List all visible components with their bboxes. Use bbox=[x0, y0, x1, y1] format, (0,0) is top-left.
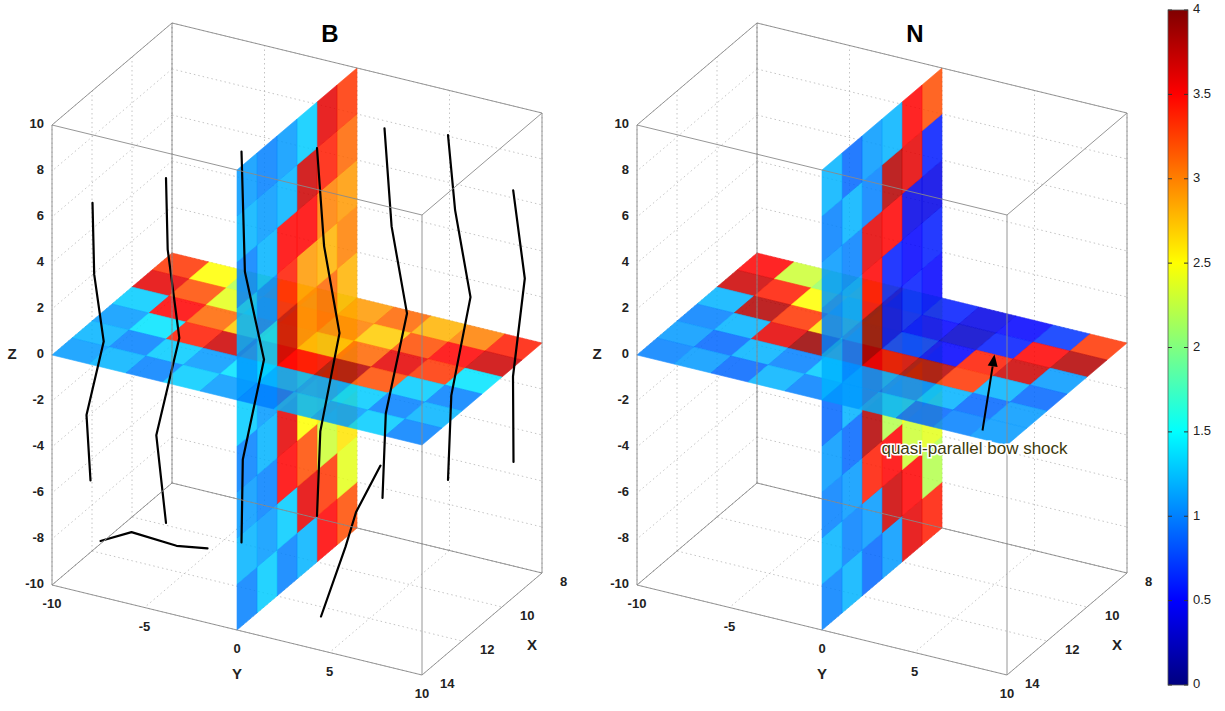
svg-text:-4: -4 bbox=[617, 438, 629, 453]
svg-text:-8: -8 bbox=[617, 530, 629, 545]
svg-text:2: 2 bbox=[622, 300, 629, 315]
svg-text:4: 4 bbox=[622, 254, 630, 269]
svg-text:12: 12 bbox=[480, 642, 494, 657]
svg-text:14: 14 bbox=[440, 676, 455, 691]
svg-text:10: 10 bbox=[1105, 608, 1119, 623]
svg-text:0: 0 bbox=[37, 346, 44, 361]
svg-text:X: X bbox=[1112, 636, 1122, 653]
svg-text:10: 10 bbox=[1000, 686, 1014, 701]
svg-text:4: 4 bbox=[37, 254, 45, 269]
svg-text:10: 10 bbox=[520, 608, 534, 623]
svg-text:Y: Y bbox=[232, 665, 242, 682]
svg-text:0: 0 bbox=[1193, 676, 1200, 691]
svg-text:2.5: 2.5 bbox=[1193, 255, 1211, 270]
svg-text:0: 0 bbox=[622, 346, 629, 361]
svg-text:10: 10 bbox=[30, 116, 44, 131]
svg-text:3: 3 bbox=[1193, 170, 1200, 185]
svg-text:8: 8 bbox=[560, 574, 567, 589]
svg-text:B: B bbox=[321, 20, 338, 47]
svg-text:8: 8 bbox=[622, 162, 629, 177]
svg-text:-6: -6 bbox=[617, 484, 629, 499]
svg-text:12: 12 bbox=[1065, 642, 1079, 657]
svg-text:-5: -5 bbox=[724, 619, 736, 634]
svg-text:5: 5 bbox=[326, 664, 333, 679]
svg-text:1.5: 1.5 bbox=[1193, 423, 1211, 438]
svg-text:-5: -5 bbox=[139, 619, 151, 634]
svg-text:-10: -10 bbox=[628, 596, 647, 611]
svg-text:8: 8 bbox=[37, 162, 44, 177]
svg-text:0: 0 bbox=[233, 641, 240, 656]
svg-text:6: 6 bbox=[622, 208, 629, 223]
svg-text:5: 5 bbox=[911, 664, 918, 679]
svg-text:Y: Y bbox=[817, 665, 827, 682]
svg-text:6: 6 bbox=[37, 208, 44, 223]
svg-text:-2: -2 bbox=[617, 392, 629, 407]
svg-text:-10: -10 bbox=[610, 576, 629, 591]
svg-text:X: X bbox=[527, 636, 537, 653]
svg-text:-4: -4 bbox=[32, 438, 44, 453]
svg-text:1: 1 bbox=[1193, 508, 1200, 523]
svg-text:-10: -10 bbox=[25, 576, 44, 591]
svg-text:3.5: 3.5 bbox=[1193, 86, 1211, 101]
svg-text:2: 2 bbox=[1193, 339, 1200, 354]
svg-text:Z: Z bbox=[592, 345, 601, 362]
svg-text:N: N bbox=[906, 20, 923, 47]
svg-text:2: 2 bbox=[37, 300, 44, 315]
svg-text:10: 10 bbox=[415, 686, 429, 701]
svg-text:-10: -10 bbox=[43, 596, 62, 611]
svg-text:quasi-parallel bow shock: quasi-parallel bow shock bbox=[881, 439, 1068, 458]
svg-text:0: 0 bbox=[818, 641, 825, 656]
svg-text:10: 10 bbox=[615, 116, 629, 131]
svg-text:14: 14 bbox=[1025, 676, 1040, 691]
svg-text:-8: -8 bbox=[32, 530, 44, 545]
svg-text:-6: -6 bbox=[32, 484, 44, 499]
svg-text:-2: -2 bbox=[32, 392, 44, 407]
svg-text:Z: Z bbox=[7, 345, 16, 362]
svg-text:8: 8 bbox=[1145, 574, 1152, 589]
svg-text:0.5: 0.5 bbox=[1193, 592, 1211, 607]
svg-text:4: 4 bbox=[1193, 1, 1200, 16]
